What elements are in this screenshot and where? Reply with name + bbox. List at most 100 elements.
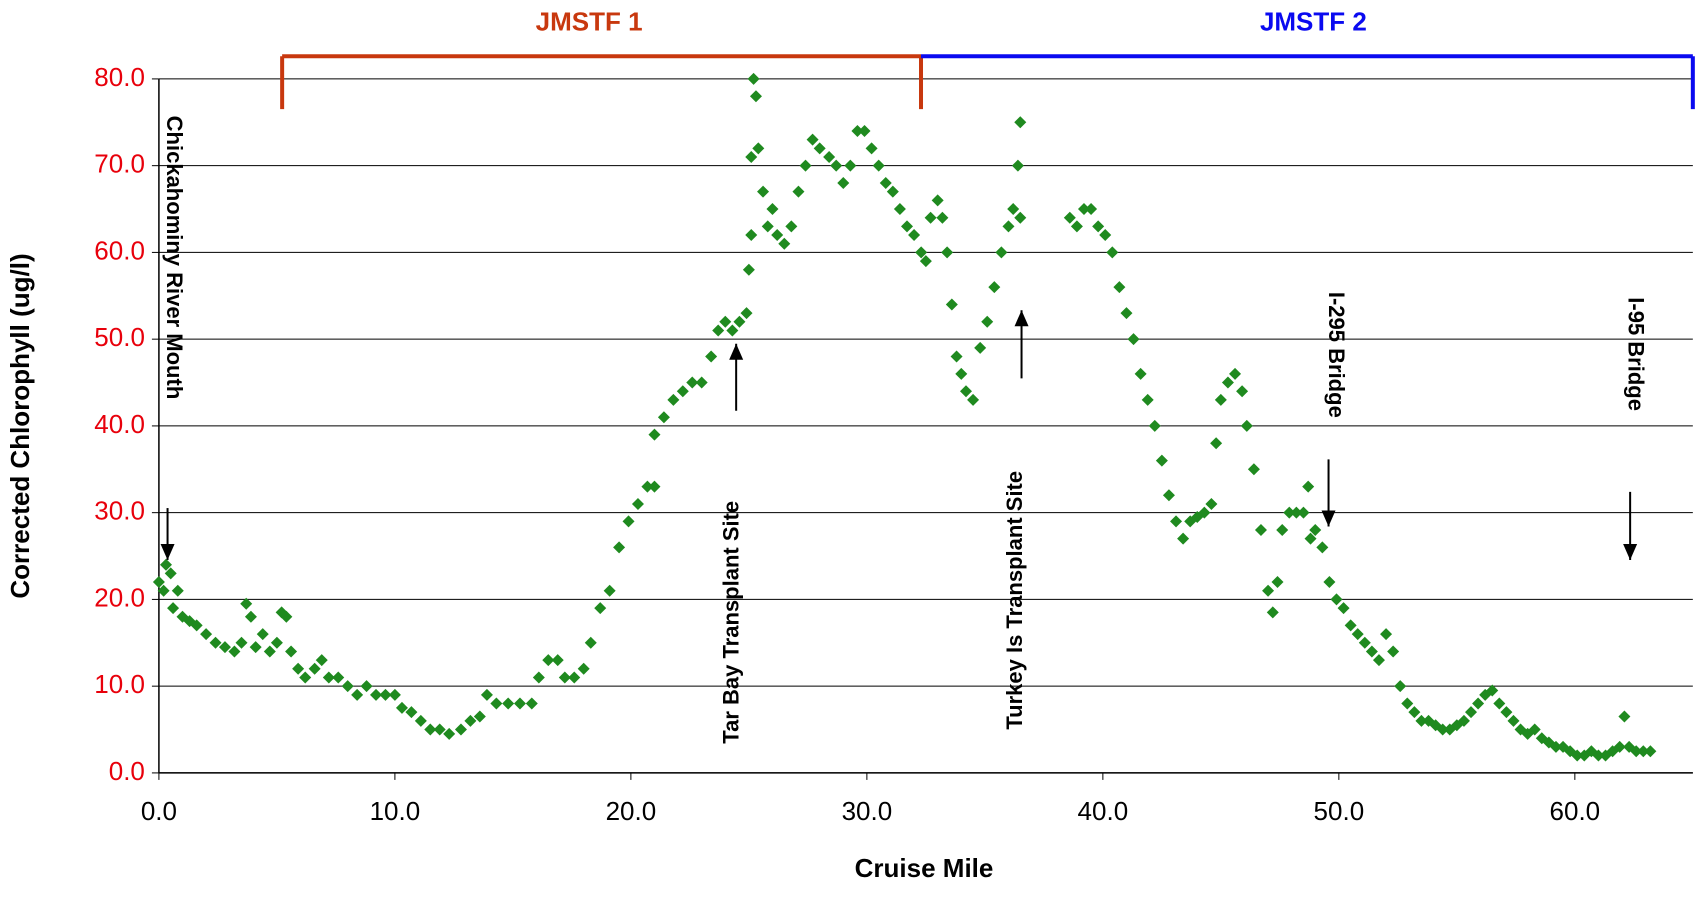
point xyxy=(967,393,980,406)
point xyxy=(1229,367,1242,380)
point xyxy=(603,584,616,597)
y-tick-label: 0.0 xyxy=(109,756,145,786)
point xyxy=(785,220,798,233)
x-tick-label: 60.0 xyxy=(1550,796,1601,826)
point xyxy=(851,124,864,137)
point xyxy=(513,697,526,710)
point xyxy=(315,654,328,667)
point xyxy=(551,654,564,667)
point xyxy=(667,393,680,406)
point xyxy=(1134,367,1147,380)
y-tick-label: 10.0 xyxy=(94,669,145,699)
point xyxy=(1387,645,1400,658)
point xyxy=(950,350,963,363)
point xyxy=(1077,203,1090,216)
point xyxy=(747,72,760,85)
point xyxy=(164,567,177,580)
point xyxy=(577,662,590,675)
point xyxy=(900,220,913,233)
annotation: I-95 Bridge xyxy=(1624,297,1649,411)
point xyxy=(837,177,850,190)
point xyxy=(1141,393,1154,406)
point xyxy=(1309,524,1322,537)
point xyxy=(1290,506,1303,519)
point xyxy=(480,688,493,701)
point xyxy=(490,697,503,710)
annotation: I-295 Bridge xyxy=(1324,292,1349,418)
point xyxy=(1262,584,1275,597)
point xyxy=(745,229,758,242)
point xyxy=(1415,714,1428,727)
point xyxy=(1014,116,1027,129)
y-tick-label: 30.0 xyxy=(94,496,145,526)
point xyxy=(858,124,871,137)
point xyxy=(1571,749,1584,762)
point xyxy=(1316,541,1329,554)
point xyxy=(631,497,644,510)
point xyxy=(893,203,906,216)
point xyxy=(941,246,954,259)
point xyxy=(584,636,597,649)
point xyxy=(771,229,784,242)
point xyxy=(454,723,467,736)
point xyxy=(1351,628,1364,641)
point xyxy=(443,727,456,740)
point xyxy=(726,324,739,337)
point xyxy=(766,203,779,216)
annotation: Turkey Is Transplant Site xyxy=(1002,471,1027,730)
point xyxy=(218,641,231,654)
point xyxy=(1148,419,1161,432)
point xyxy=(872,159,885,172)
point xyxy=(228,645,241,658)
arrow-head xyxy=(1623,543,1638,560)
point xyxy=(341,680,354,693)
point xyxy=(995,246,1008,259)
point xyxy=(532,671,545,684)
point xyxy=(1528,723,1541,736)
point xyxy=(1436,723,1449,736)
y-tick-label: 20.0 xyxy=(94,582,145,612)
point xyxy=(1120,307,1133,320)
point xyxy=(1063,211,1076,224)
point xyxy=(1637,745,1650,758)
x-tick-label: 40.0 xyxy=(1078,796,1129,826)
point xyxy=(745,150,758,163)
point xyxy=(322,671,335,684)
point xyxy=(749,90,762,103)
point xyxy=(613,541,626,554)
point xyxy=(1304,532,1317,545)
point xyxy=(395,701,408,714)
point xyxy=(1380,628,1393,641)
point xyxy=(865,142,878,155)
point xyxy=(648,428,661,441)
point xyxy=(256,628,269,641)
point xyxy=(1283,506,1296,519)
point xyxy=(1011,159,1024,172)
point xyxy=(1337,602,1350,615)
point xyxy=(648,480,661,493)
point xyxy=(676,385,689,398)
point xyxy=(1365,645,1378,658)
point xyxy=(799,159,812,172)
point xyxy=(1170,515,1183,528)
point xyxy=(1002,220,1015,233)
point xyxy=(209,636,222,649)
point xyxy=(1247,463,1260,476)
y-tick-label: 50.0 xyxy=(94,322,145,352)
point xyxy=(742,263,755,276)
point xyxy=(879,177,892,190)
point xyxy=(1240,419,1253,432)
point xyxy=(190,619,203,632)
x-tick-label: 30.0 xyxy=(842,796,893,826)
point xyxy=(981,315,994,328)
arrow-head xyxy=(1321,510,1336,527)
point xyxy=(915,246,928,259)
point xyxy=(1254,524,1267,537)
point xyxy=(171,584,184,597)
point xyxy=(525,697,538,710)
point xyxy=(1330,593,1343,606)
point xyxy=(1592,749,1605,762)
y-axis-title: Corrected Chlorophyll (ug/l) xyxy=(5,253,35,598)
point xyxy=(705,350,718,363)
